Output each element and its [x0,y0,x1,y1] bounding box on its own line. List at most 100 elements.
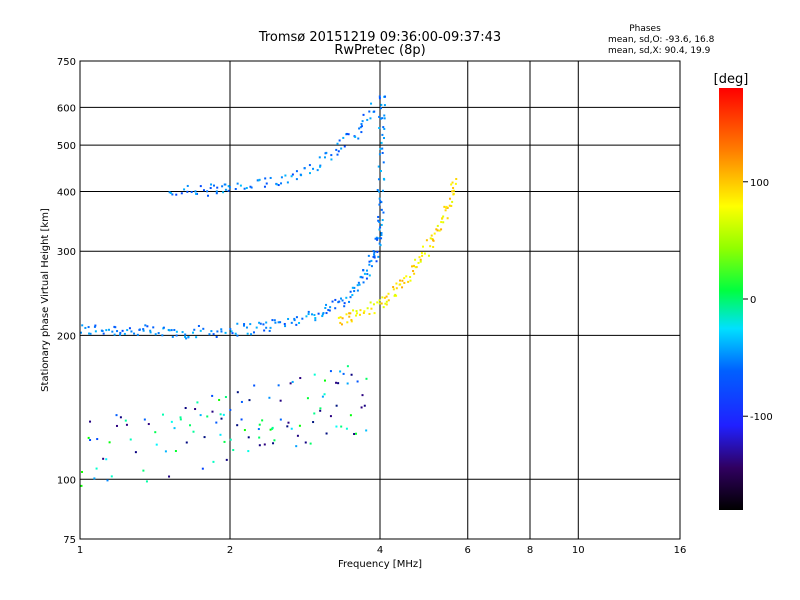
data-point [366,273,369,276]
colorbar-tick-label: 100 [750,178,769,189]
data-point [338,300,341,303]
data-point [181,331,184,334]
data-point [146,325,149,328]
data-point [392,288,395,291]
data-point [378,220,381,223]
data-point [317,312,320,315]
data-point [383,296,386,299]
data-point [378,203,381,206]
data-point [246,332,249,335]
data-point [227,185,230,188]
data-point [357,137,360,140]
data-point [349,312,352,315]
data-point [319,164,322,167]
data-point [162,326,165,329]
data-point [443,205,446,208]
data-point [94,324,97,327]
x-tick-label: 6 [465,545,471,556]
data-point [385,303,388,306]
x-tick-label: 1 [77,545,83,556]
data-point [381,219,384,222]
data-point [129,438,132,441]
data-point [113,333,116,336]
data-point [375,260,378,263]
data-point [374,237,377,240]
data-point [318,156,321,159]
data-point [368,110,371,113]
data-point [362,281,365,284]
data-point [405,275,408,278]
data-point [171,193,174,196]
data-point [379,117,382,120]
data-point [414,258,417,261]
data-point [323,379,326,382]
data-point [382,177,385,180]
data-point [376,237,379,240]
data-point [409,275,412,278]
data-point [334,307,337,310]
data-point [273,439,276,442]
data-point [173,328,176,331]
data-point [334,298,337,301]
data-point [295,178,298,181]
data-point [215,421,218,424]
data-point [346,382,349,385]
data-point [348,315,351,318]
data-point [380,141,383,144]
data-point [381,151,384,154]
data-point [224,188,227,191]
data-point [419,260,422,263]
data-point [236,322,239,325]
data-point [286,425,289,428]
data-point [353,290,356,293]
data-point [330,158,333,161]
data-point [340,323,343,326]
data-point [365,377,368,380]
data-point [128,327,131,330]
data-point [298,424,301,427]
data-point [212,460,215,463]
data-point [357,281,360,284]
data-point [263,443,266,446]
data-point [269,326,272,329]
data-point [123,332,126,335]
data-point [306,397,309,400]
data-point [194,190,197,193]
data-point [451,200,454,203]
data-point [201,467,204,470]
data-point [360,131,363,134]
data-point [378,228,381,231]
data-point [351,294,354,297]
data-point [378,97,381,100]
data-point [365,269,368,272]
data-point [268,396,271,399]
data-point [185,337,188,340]
data-point [210,330,213,333]
data-point [346,321,349,324]
data-point [377,165,380,168]
data-point [258,178,261,181]
data-point [119,333,122,336]
data-point [340,147,343,150]
data-points [80,95,458,487]
data-point [168,329,171,332]
data-point [376,189,379,192]
data-point [224,396,227,399]
data-point [263,329,266,332]
data-point [381,117,384,120]
data-point [301,317,304,320]
data-point [441,217,444,220]
data-point [319,409,322,412]
plot-frame [79,60,681,540]
data-point [215,335,218,338]
data-point [433,232,436,235]
data-point [323,156,326,159]
x-ticks: 1 2 4 6 8 10 16 [77,545,687,556]
data-point [367,254,370,257]
data-point [89,420,92,423]
data-point [224,183,227,186]
data-point [452,186,455,189]
data-point [236,424,239,427]
data-point [242,324,245,327]
data-point [387,292,390,295]
